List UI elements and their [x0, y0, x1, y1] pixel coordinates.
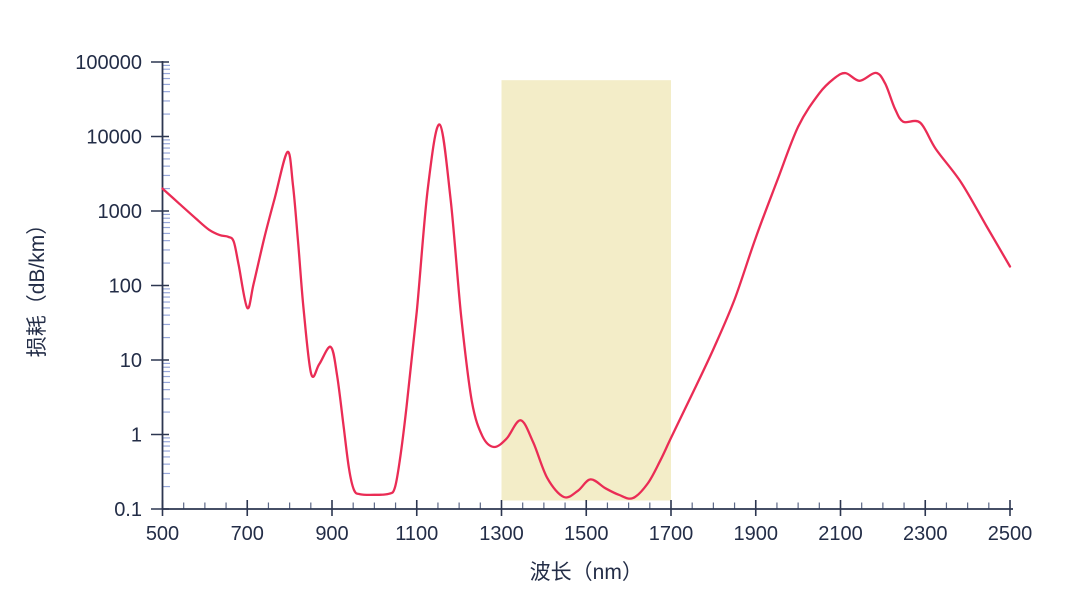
tick-label: 100: [109, 276, 142, 298]
y-axis-major-ticks: [151, 61, 169, 510]
x-axis-major-ticks: [161, 500, 1011, 516]
tick-label: 100000: [75, 52, 142, 74]
tick-label: 900: [315, 523, 348, 545]
tick-label: 1900: [734, 523, 779, 545]
tick-label: 700: [231, 523, 264, 545]
tick-label: 500: [146, 523, 179, 545]
y-axis-title: 损耗（dB/km）: [26, 214, 49, 358]
tick-label: 1500: [564, 523, 609, 545]
tick-label: 10: [120, 350, 142, 372]
x-axis-title: 波长（nm）: [530, 561, 643, 584]
tick-label: 1000: [98, 201, 143, 223]
tick-label: 2300: [903, 523, 948, 545]
tick-label: 0.1: [114, 499, 142, 521]
y-axis-minor-ticks: [162, 64, 170, 488]
tick-label: 2500: [988, 523, 1033, 545]
tick-label: 1100: [395, 523, 438, 545]
tick-label: 2100: [818, 523, 863, 545]
x-axis-tick-labels: 500 700 900 1100 1300 1500 1700 1900 2100 2300 250…: [146, 523, 1032, 545]
x-axis-minor-ticks: [183, 502, 990, 509]
tick-label: 1300: [479, 523, 524, 545]
tick-label: 1700: [649, 523, 694, 545]
y-axis-tick-labels: 100000 10000 1000 100 10 1 0.1: [75, 52, 142, 521]
tick-label: 1: [131, 425, 142, 447]
attenuation-curve: [161, 71, 1012, 500]
tick-label: 10000: [86, 127, 142, 149]
highlight-band-1300-1700nm: [501, 80, 671, 501]
